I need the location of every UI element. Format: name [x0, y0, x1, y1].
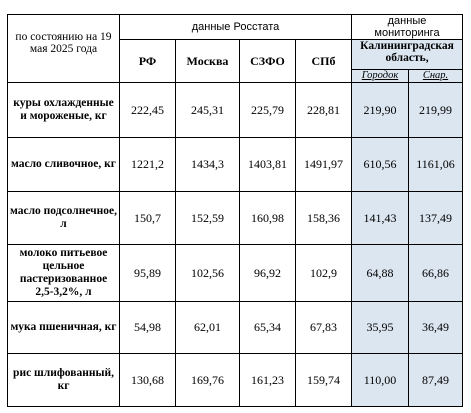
- product-name: масло сливочное, кг: [7, 137, 120, 192]
- value-cell: 67,83: [295, 301, 352, 354]
- product-name: молоко питьевое цельное пастеризованное …: [7, 244, 120, 302]
- col-header-szfo: СЗФО: [239, 39, 296, 83]
- value-cell: 65,34: [239, 301, 296, 354]
- date-header: по состоянию на 19 мая 2025 года: [7, 14, 120, 83]
- table-row: молоко питьевое цельное пастеризованное …: [7, 244, 463, 302]
- table-row: масло подсолнечное, л 150,7 152,59 160,9…: [7, 191, 463, 245]
- value-cell: 161,23: [239, 353, 296, 407]
- monitoring-cell: 110,00: [351, 353, 409, 407]
- value-cell: 150,7: [119, 191, 176, 245]
- value-cell: 54,98: [119, 301, 176, 354]
- monitoring-cell: 219,99: [408, 82, 463, 138]
- value-cell: 1491,97: [295, 137, 352, 192]
- value-cell: 245,31: [175, 82, 240, 138]
- value-cell: 225,79: [239, 82, 296, 138]
- city-header-gorodok: Городок: [351, 69, 409, 83]
- monitoring-cell: 141,43: [351, 191, 409, 245]
- monitoring-cell: 35,95: [351, 301, 409, 354]
- monitoring-cell: 137,49: [408, 191, 463, 245]
- city-header-snar: Снар.: [408, 69, 463, 83]
- monitoring-cell: 64,88: [351, 244, 409, 302]
- value-cell: 158,36: [295, 191, 352, 245]
- value-cell: 152,59: [175, 191, 240, 245]
- monitoring-cell: 610,56: [351, 137, 409, 192]
- value-cell: 1434,3: [175, 137, 240, 192]
- table-row: рис шлифованный, кг 130,68 169,76 161,23…: [7, 353, 463, 407]
- value-cell: 169,76: [175, 353, 240, 407]
- monitoring-cell: 219,90: [351, 82, 409, 138]
- table-row: мука пшеничная, кг 54,98 62,01 65,34 67,…: [7, 301, 463, 354]
- col-header-spb: СПб: [295, 39, 352, 83]
- price-table: по состоянию на 19 мая 2025 года данные …: [7, 14, 463, 407]
- value-cell: 102,56: [175, 244, 240, 302]
- value-cell: 160,98: [239, 191, 296, 245]
- product-name: рис шлифованный, кг: [7, 353, 120, 407]
- value-cell: 222,45: [119, 82, 176, 138]
- value-cell: 96,92: [239, 244, 296, 302]
- value-cell: 130,68: [119, 353, 176, 407]
- value-cell: 102,9: [295, 244, 352, 302]
- rosstat-group-header: данные Росстата: [119, 14, 352, 40]
- region-header: Калининградская область,: [351, 39, 463, 70]
- monitoring-cell: 36,49: [408, 301, 463, 354]
- product-name: масло подсолнечное, л: [7, 191, 120, 245]
- value-cell: 228,81: [295, 82, 352, 138]
- value-cell: 1221,2: [119, 137, 176, 192]
- col-header-moscow: Москва: [175, 39, 240, 83]
- monitoring-cell: 66,86: [408, 244, 463, 302]
- product-name: куры охлажденные и мороженые, кг: [7, 82, 120, 138]
- value-cell: 95,89: [119, 244, 176, 302]
- value-cell: 159,74: [295, 353, 352, 407]
- monitoring-cell: 87,49: [408, 353, 463, 407]
- product-name: мука пшеничная, кг: [7, 301, 120, 354]
- monitoring-cell: 1161,06: [408, 137, 463, 192]
- table-row: куры охлажденные и мороженые, кг 222,45 …: [7, 82, 463, 138]
- table-row: масло сливочное, кг 1221,2 1434,3 1403,8…: [7, 137, 463, 192]
- value-cell: 1403,81: [239, 137, 296, 192]
- monitoring-group-header: данные мониторинга: [351, 14, 463, 40]
- col-header-rf: РФ: [119, 39, 176, 83]
- value-cell: 62,01: [175, 301, 240, 354]
